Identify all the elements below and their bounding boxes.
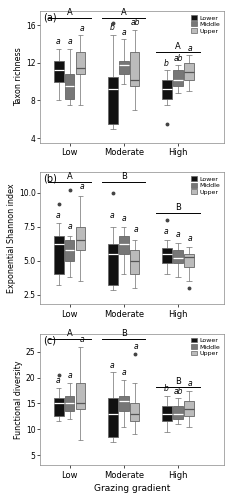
Bar — [76, 52, 85, 74]
Text: a: a — [67, 222, 72, 231]
Text: B: B — [175, 377, 181, 386]
Legend: Lower, Middle, Upper: Lower, Middle, Upper — [191, 176, 221, 196]
Text: A: A — [67, 8, 73, 16]
Text: a: a — [164, 227, 168, 236]
Bar — [54, 236, 64, 274]
Text: B: B — [175, 203, 181, 212]
Bar — [184, 401, 194, 416]
Text: a: a — [55, 211, 60, 220]
Bar — [130, 250, 140, 274]
X-axis label: Grazing gradient: Grazing gradient — [94, 484, 170, 493]
Text: a: a — [67, 37, 72, 46]
Legend: Lower, Middle, Upper: Lower, Middle, Upper — [191, 14, 221, 34]
Text: a: a — [122, 28, 126, 36]
Text: a: a — [176, 230, 180, 239]
Y-axis label: Exponential Shannon index: Exponential Shannon index — [7, 184, 16, 293]
Text: a: a — [55, 376, 60, 386]
Text: a: a — [79, 24, 84, 33]
Text: a: a — [188, 44, 192, 54]
Bar — [130, 52, 140, 86]
Bar — [162, 248, 172, 264]
Text: A: A — [121, 8, 127, 16]
Bar — [76, 226, 85, 250]
Bar — [65, 396, 74, 411]
Bar — [130, 404, 140, 421]
Text: ab: ab — [173, 386, 183, 396]
Text: a: a — [109, 211, 114, 220]
Text: A: A — [175, 42, 181, 50]
Text: (b): (b) — [43, 174, 57, 184]
Text: b: b — [164, 384, 168, 393]
Bar — [173, 406, 183, 419]
Bar — [65, 74, 74, 98]
Text: ab: ab — [173, 54, 183, 63]
Bar — [119, 236, 129, 254]
Y-axis label: Taxon richness: Taxon richness — [14, 48, 23, 106]
Text: a: a — [109, 361, 114, 370]
Text: (a): (a) — [43, 12, 57, 22]
Bar — [54, 398, 64, 416]
Text: B: B — [121, 172, 127, 181]
Text: b: b — [164, 58, 168, 68]
Bar — [54, 61, 64, 82]
Bar — [119, 396, 129, 411]
Text: B: B — [121, 329, 127, 338]
Bar — [173, 250, 183, 264]
Text: a: a — [79, 335, 84, 344]
Text: a: a — [79, 182, 84, 192]
Legend: Lower, Middle, Upper: Lower, Middle, Upper — [191, 337, 221, 356]
Text: a: a — [67, 371, 72, 380]
Text: a: a — [133, 224, 138, 234]
Bar — [184, 254, 194, 268]
Text: a: a — [122, 368, 126, 376]
Text: a: a — [133, 342, 138, 351]
Bar — [108, 398, 118, 437]
Text: a: a — [188, 234, 192, 243]
Text: b: b — [109, 23, 114, 32]
Bar — [162, 80, 172, 98]
Text: a: a — [122, 214, 126, 222]
Text: ab: ab — [131, 18, 140, 27]
Text: a: a — [188, 379, 192, 388]
Bar — [184, 63, 194, 80]
Text: A: A — [67, 172, 73, 181]
Bar — [108, 244, 118, 285]
Bar — [76, 383, 85, 408]
Y-axis label: Functional diversity: Functional diversity — [14, 360, 23, 439]
Text: a: a — [55, 37, 60, 46]
Bar — [173, 70, 183, 86]
Bar — [65, 240, 74, 260]
Bar — [162, 406, 172, 421]
Text: (c): (c) — [43, 335, 56, 345]
Text: A: A — [67, 329, 73, 338]
Bar — [119, 61, 129, 74]
Bar — [108, 77, 118, 124]
